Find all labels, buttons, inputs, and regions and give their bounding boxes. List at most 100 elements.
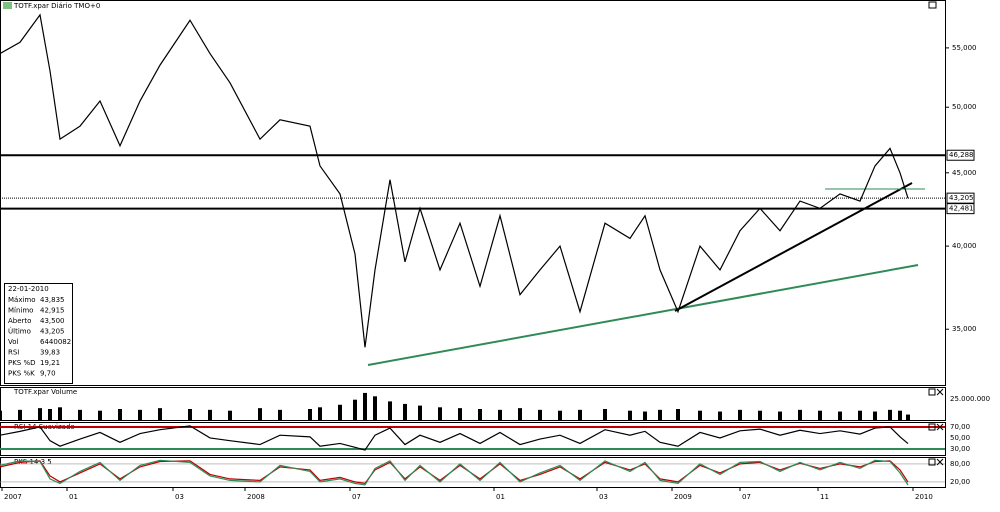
level-label-box [946, 203, 975, 215]
info-value: 39,83 [40, 349, 60, 357]
volume-bar [228, 410, 232, 420]
volume-bar [643, 411, 647, 420]
volume-bar [838, 411, 842, 420]
info-value: 19,21 [40, 359, 60, 367]
info-label: Último [8, 327, 31, 336]
volume-bar [478, 409, 482, 420]
info-label: Mínimo [8, 307, 33, 315]
volume-bar [338, 404, 342, 420]
volume-bar [888, 409, 892, 420]
panel-close[interactable] [936, 388, 944, 396]
volume-bar [778, 411, 782, 420]
volume-bar [138, 409, 142, 420]
volume-bar [558, 410, 562, 420]
volume-bar [798, 409, 802, 420]
info-label: Aberto [8, 317, 31, 325]
volume-bar [578, 409, 582, 420]
info-value: 43,205 [40, 328, 65, 336]
x-tick-label: 01 [69, 493, 78, 501]
x-tick-label: 2009 [674, 493, 692, 501]
rsi-line [0, 425, 909, 451]
info-label: PKS %D [8, 359, 36, 367]
panel-maximize[interactable] [928, 388, 936, 396]
volume-bar [278, 409, 282, 420]
panel-close[interactable] [936, 458, 944, 466]
volume-bar [308, 409, 312, 420]
volume-bar [858, 410, 862, 420]
info-value: 9,70 [40, 370, 56, 378]
info-date: 22-01-2010 [8, 285, 49, 293]
x-tick-label: 11 [820, 493, 829, 501]
y-tick-label: 80,00 [950, 460, 970, 468]
info-label: PKS %K [8, 370, 35, 378]
level-label: 42,481 [949, 205, 974, 213]
price-panel [0, 0, 946, 386]
level-label: 46,288 [949, 151, 974, 159]
volume-bar [906, 414, 910, 420]
info-box [4, 283, 73, 384]
volume-bar [98, 410, 102, 420]
y-tick-label: 35,000 [952, 325, 977, 333]
panel-maximize[interactable] [928, 423, 936, 431]
maximize-button[interactable] [928, 1, 937, 9]
volume-bar [658, 409, 662, 420]
volume-bar [603, 409, 607, 420]
y-tick-label: 30,00 [950, 445, 970, 453]
y-tick-label: 20,00 [950, 478, 970, 486]
volume-bar [676, 409, 680, 420]
volume-bar [258, 408, 262, 420]
volume-bar [698, 410, 702, 420]
x-tick-label: 07 [352, 493, 361, 501]
y-tick-label: 45,000 [952, 169, 977, 177]
volume-bar [0, 410, 2, 420]
y-tick-label: 70,00 [950, 423, 970, 431]
volume-bar [873, 411, 877, 420]
info-value: 43,835 [40, 296, 65, 304]
volume-bar [318, 407, 322, 420]
info-value: 6440082 [40, 338, 71, 346]
stoch-panel [0, 457, 946, 488]
level-label-box [946, 149, 975, 161]
level-label: 43,205 [949, 194, 974, 202]
x-tick-label: 07 [742, 493, 751, 501]
volume-bar [403, 403, 407, 420]
volume-bar [208, 409, 212, 420]
trendline-black [674, 182, 913, 312]
info-label: RSI [8, 349, 19, 357]
volume-bar [498, 409, 502, 420]
x-tick-label: 2008 [247, 493, 265, 501]
volume-bar [363, 392, 367, 420]
volume-bar [388, 401, 392, 420]
info-label: Máximo [8, 296, 36, 304]
volume-bar [188, 409, 192, 420]
x-tick-label: 2007 [4, 493, 22, 501]
volume-bar [538, 409, 542, 420]
volume-bar [373, 396, 377, 420]
volume-bar [818, 410, 822, 420]
y-tick-label: 50,000 [952, 103, 977, 111]
volume-bar [78, 409, 82, 420]
volume-bar [58, 407, 62, 420]
volume-bar [718, 411, 722, 420]
volume-panel [0, 387, 946, 421]
volume-bar [628, 410, 632, 420]
volume-bar [18, 409, 22, 420]
volume-bar [158, 408, 162, 420]
x-tick-label: 03 [599, 493, 608, 501]
info-value: 43,500 [40, 317, 65, 325]
volume-bar [458, 408, 462, 420]
panel-maximize[interactable] [928, 458, 936, 466]
volume-bar [518, 408, 522, 420]
price-line [0, 13, 909, 348]
info-value: 42,915 [40, 307, 65, 315]
volume-bar [418, 405, 422, 420]
y-tick-label: 55,000 [952, 44, 977, 52]
panel-close[interactable] [936, 423, 944, 431]
trendline-green [367, 264, 919, 366]
chart-title: TOTF.xpar Diário TMO+0 [13, 2, 100, 10]
rsi-panel [0, 422, 946, 456]
volume-bar [738, 409, 742, 420]
volume-bar [758, 410, 762, 420]
volume-bar [898, 410, 902, 420]
x-tick-label: 01 [496, 493, 505, 501]
